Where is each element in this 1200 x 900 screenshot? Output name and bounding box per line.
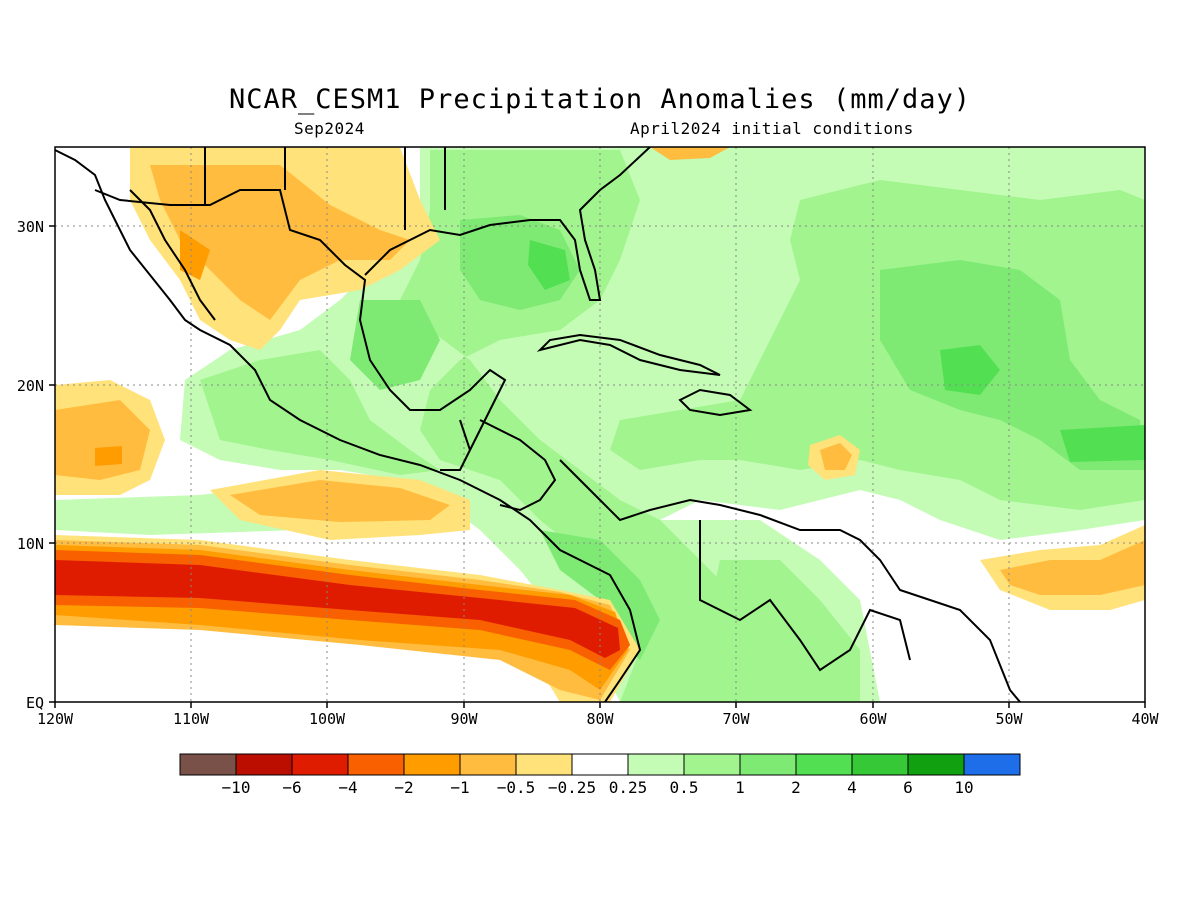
wet-anomaly-peak-atlantic xyxy=(940,345,1000,395)
lon-tick-label: 50W xyxy=(995,710,1023,728)
colorbar-swatch xyxy=(627,753,685,776)
lon-tick-label: 110W xyxy=(173,710,210,728)
wet-anomaly-strong-mexico xyxy=(350,300,440,390)
lon-tick-label: 40W xyxy=(1131,710,1159,728)
colorbar-swatch xyxy=(235,753,293,776)
colorbar-label: −4 xyxy=(338,778,357,797)
wet-anomaly-peak-gulf xyxy=(528,240,570,290)
colorbar-label: −0.25 xyxy=(548,778,596,797)
colorbar-label: −2 xyxy=(394,778,413,797)
dry-anomaly-strong-west xyxy=(95,446,122,466)
wet-anomaly-peak-east xyxy=(1060,425,1145,462)
colorbar-swatch xyxy=(851,753,909,776)
colorbar-label: 0.25 xyxy=(609,778,648,797)
lat-lon-grid xyxy=(55,147,1145,702)
dry-anomaly-medium-north xyxy=(150,165,410,320)
initial-conditions-label: April2024 initial conditions xyxy=(630,119,914,138)
wet-anomaly-medium-sa xyxy=(700,560,860,702)
lon-tick-label: 120W xyxy=(37,710,74,728)
lat-tick-label: 10N xyxy=(17,535,44,553)
colorbar-swatch xyxy=(515,753,573,776)
coastlines xyxy=(55,147,1021,702)
colorbar-swatch xyxy=(683,753,741,776)
lon-tick-label: 60W xyxy=(859,710,887,728)
valid-month-label: Sep2024 xyxy=(294,119,365,138)
colorbar-label: 6 xyxy=(903,778,913,797)
colorbar-swatch xyxy=(739,753,797,776)
dry-anomaly-east-medium xyxy=(1000,540,1145,595)
dry-itcz-red xyxy=(55,560,620,658)
lat-tick-label: EQ xyxy=(26,694,44,712)
map-title: NCAR_CESM1 Precipitation Anomalies (mm/d… xyxy=(229,84,971,115)
wet-anomaly-medium-atlantic xyxy=(610,180,1145,510)
anomaly-field xyxy=(55,147,1145,702)
colorbar-label: −0.5 xyxy=(497,778,536,797)
dry-anomaly-strong-north xyxy=(180,230,210,280)
axis-tick-marks xyxy=(49,225,1146,708)
colorbar-swatch xyxy=(179,753,237,776)
colorbar-label: 4 xyxy=(847,778,857,797)
wet-anomaly-strong-panama xyxy=(540,530,660,660)
colorbar-label: −6 xyxy=(282,778,301,797)
colorbar-label: −1 xyxy=(450,778,469,797)
colorbar-swatch xyxy=(291,753,349,776)
lon-tick-label: 90W xyxy=(450,710,478,728)
colorbar-swatch xyxy=(459,753,517,776)
colorbar: −10 −6 −4 −2 −1 −0.5 −0.25 0.25 0.5 1 2 4 6 10 xyxy=(179,753,1021,797)
colorbar-swatch xyxy=(403,753,461,776)
colorbar-swatch xyxy=(347,753,405,776)
lon-tick-label: 80W xyxy=(586,710,614,728)
colorbar-swatch xyxy=(907,753,965,776)
lon-tick-labels: 120W 110W 100W 90W 80W 70W 60W 50W 40W xyxy=(37,710,1160,728)
dry-anomaly-northeast xyxy=(650,147,730,160)
colorbar-swatch xyxy=(795,753,853,776)
dry-anomaly-band-medium xyxy=(230,480,450,522)
dry-anomaly-caribbean-medium xyxy=(820,443,852,470)
lat-tick-label: 30N xyxy=(17,218,44,236)
colorbar-label: 1 xyxy=(735,778,745,797)
colorbar-label: 2 xyxy=(791,778,801,797)
lat-tick-label: 20N xyxy=(17,377,44,395)
dry-anomaly-medium-west xyxy=(55,400,150,480)
colorbar-swatch xyxy=(963,753,1021,776)
wet-anomaly-strong-atlantic xyxy=(880,260,1145,470)
lat-tick-labels: 30N 20N 10N EQ xyxy=(17,218,44,712)
colorbar-label: 0.5 xyxy=(670,778,699,797)
colorbar-label: −10 xyxy=(222,778,251,797)
colorbar-label: 10 xyxy=(954,778,973,797)
colorbar-swatch xyxy=(571,753,629,776)
lon-tick-label: 100W xyxy=(309,710,346,728)
lon-tick-label: 70W xyxy=(722,710,750,728)
